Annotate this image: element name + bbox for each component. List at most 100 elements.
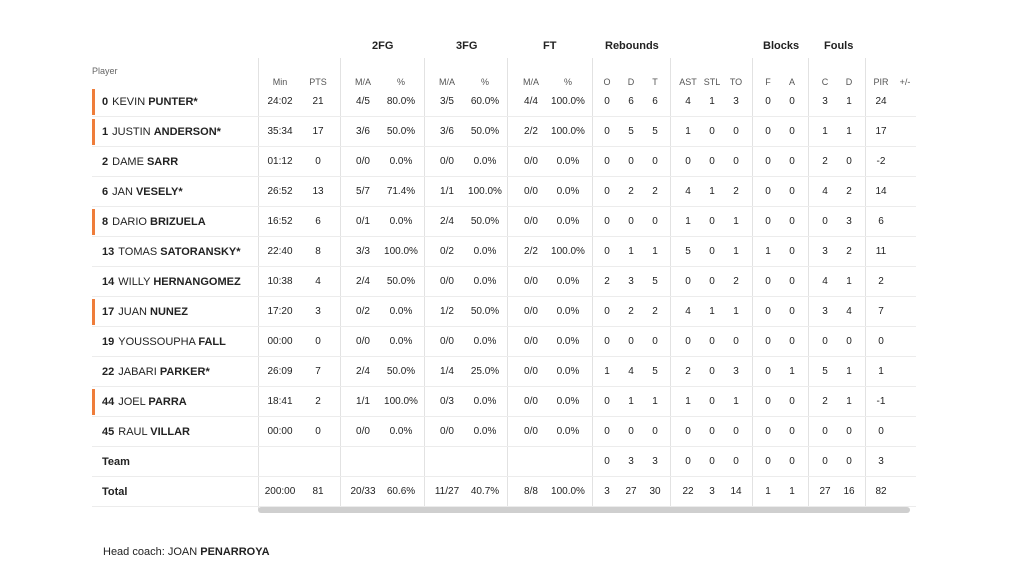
- stat-pm: [881, 357, 929, 387]
- stat-ba: 0: [789, 396, 795, 407]
- stat-ast: 0: [685, 336, 691, 347]
- divider: [424, 58, 425, 510]
- total-stat-pir: 82: [875, 486, 887, 497]
- stat-min: 00:00: [267, 336, 293, 347]
- player-name[interactable]: 1 JUSTIN ANDERSON*: [102, 117, 221, 147]
- stat-stl: 1: [709, 306, 715, 317]
- stat-ftp: 100.0%: [551, 96, 585, 107]
- table-row[interactable]: 44 JOEL PARRA 18:41 2 1/1 100.0% 0/3 0.0% 0/0 0.0…: [92, 387, 916, 417]
- stat-d: 3: [628, 276, 634, 287]
- stat-d: 0: [628, 216, 634, 227]
- stat-pts: 7: [315, 366, 321, 377]
- player-name[interactable]: 19 YOUSSOUPHA FALL: [102, 327, 226, 357]
- table-row[interactable]: 14 WILLY HERNANGOMEZ 10:38 4 2/4 50.0% 0/0 0.0%…: [92, 267, 916, 297]
- table-row[interactable]: 6 JAN VESELY* 26:52 13 5/7 71.4% 1/1 100.0% 0/0 0…: [92, 177, 916, 207]
- table-row[interactable]: 0 KEVIN PUNTER* 24:02 21 4/5 80.0% 3/5 60.0% 4/4…: [92, 87, 916, 117]
- head-coach: Head coach: JOAN PENARROYA: [103, 546, 270, 558]
- stat-ast: 4: [685, 186, 691, 197]
- stat-pir: 6: [878, 216, 884, 227]
- stat-fg2: 0/1: [356, 216, 370, 227]
- stat-d: 1: [628, 396, 634, 407]
- stat-fg3: 0/0: [440, 426, 454, 437]
- table-row[interactable]: 8 DARIO BRIZUELA 16:52 6 0/1 0.0% 2/4 50.0% 0/0 0…: [92, 207, 916, 237]
- stat-ba: 0: [789, 426, 795, 437]
- player-number: 8: [102, 216, 109, 228]
- stat-fg2p: 0.0%: [389, 336, 413, 347]
- stat-pm: [881, 117, 929, 147]
- stat-fg2p: 50.0%: [386, 276, 416, 287]
- stat-fg2p: 0.0%: [389, 156, 413, 167]
- stat-fg3: 0/2: [440, 246, 454, 257]
- player-column-header: Player: [92, 66, 118, 76]
- stat-ba: 0: [789, 96, 795, 107]
- player-number: 44: [102, 396, 115, 408]
- starter-indicator: [92, 389, 95, 415]
- stat-fg2p: 0.0%: [389, 306, 413, 317]
- stat-to: 3: [733, 366, 739, 377]
- player-name[interactable]: 2 DAME SARR: [102, 147, 178, 177]
- table-row[interactable]: 45 RAUL VILLAR 00:00 0 0/0 0.0% 0/0 0.0% 0/0 0.0%…: [92, 417, 916, 447]
- stat-ast: 0: [685, 156, 691, 167]
- player-name[interactable]: 14 WILLY HERNANGOMEZ: [102, 267, 241, 297]
- stat-fg3: 1/4: [440, 366, 454, 377]
- team-stat-fd: 0: [846, 456, 852, 467]
- stat-fg2p: 50.0%: [386, 126, 416, 137]
- table-row[interactable]: 19 YOUSSOUPHA FALL 00:00 0 0/0 0.0% 0/0 0.0% 0/0…: [92, 327, 916, 357]
- stat-to: 0: [733, 156, 739, 167]
- stat-min: 35:34: [267, 126, 293, 137]
- table-row[interactable]: 2 DAME SARR 01:12 0 0/0 0.0% 0/0 0.0% 0/0 0.0% 0 0 0…: [92, 147, 916, 177]
- stat-stl: 0: [709, 156, 715, 167]
- total-stat-ast: 22: [682, 486, 694, 497]
- player-first-name: KEVIN: [112, 96, 146, 108]
- total-stat-o: 3: [604, 486, 610, 497]
- stat-ast: 1: [685, 126, 691, 137]
- table-row[interactable]: 13 TOMAS SATORANSKY* 22:40 8 3/3 100.0% 0/2 0.0…: [92, 237, 916, 267]
- team-stat-fc: 0: [822, 456, 828, 467]
- stat-fc: 4: [822, 186, 828, 197]
- divider: [340, 58, 341, 510]
- starter-indicator: [92, 299, 95, 325]
- stat-fg3: 0/0: [440, 156, 454, 167]
- stat-ba: 0: [789, 276, 795, 287]
- stat-ba: 0: [789, 246, 795, 257]
- stat-fc: 2: [822, 396, 828, 407]
- table-row[interactable]: 17 JUAN NUNEZ 17:20 3 0/2 0.0% 1/2 50.0% 0/0 0.0%…: [92, 297, 916, 327]
- player-name[interactable]: 0 KEVIN PUNTER*: [102, 87, 198, 117]
- player-name[interactable]: 45 RAUL VILLAR: [102, 417, 190, 447]
- stat-ast: 4: [685, 96, 691, 107]
- player-name[interactable]: 13 TOMAS SATORANSKY*: [102, 237, 241, 267]
- stat-ba: 1: [789, 366, 795, 377]
- starter-indicator: [92, 89, 95, 115]
- stat-ft: 0/0: [524, 216, 538, 227]
- stat-min: 18:41: [267, 396, 293, 407]
- stat-fg3p: 0.0%: [473, 246, 497, 257]
- stat-stl: 0: [709, 276, 715, 287]
- stat-d: 2: [628, 186, 634, 197]
- stat-stl: 0: [709, 246, 715, 257]
- subheader-t: T: [652, 77, 658, 87]
- stat-stl: 0: [709, 366, 715, 377]
- player-name[interactable]: 6 JAN VESELY*: [102, 177, 183, 207]
- stat-ftp: 0.0%: [556, 306, 580, 317]
- horizontal-scrollbar[interactable]: [258, 507, 910, 513]
- subheader-fc: C: [821, 77, 829, 87]
- table-row[interactable]: 22 JABARI PARKER* 26:09 7 2/4 50.0% 1/4 25.0% 0/…: [92, 357, 916, 387]
- stat-d: 0: [628, 336, 634, 347]
- table-row[interactable]: 1 JUSTIN ANDERSON* 35:34 17 3/6 50.0% 3/6 50.0%…: [92, 117, 916, 147]
- player-last-name: BRIZUELA: [150, 216, 206, 228]
- stat-t: 2: [652, 306, 658, 317]
- subheader-fg2-ma: M/A: [354, 77, 371, 87]
- total-stat-fg2: 20/33: [350, 486, 376, 497]
- stat-fg3: 3/6: [440, 126, 454, 137]
- player-name[interactable]: 44 JOEL PARRA: [102, 387, 187, 417]
- stat-ba: 0: [789, 306, 795, 317]
- player-name[interactable]: 8 DARIO BRIZUELA: [102, 207, 206, 237]
- player-name[interactable]: 17 JUAN NUNEZ: [102, 297, 188, 327]
- player-last-name: ANDERSON*: [153, 126, 221, 138]
- player-number: 6: [102, 186, 109, 198]
- stat-fd: 0: [846, 336, 852, 347]
- stat-fg3: 0/3: [440, 396, 454, 407]
- player-name[interactable]: 22 JABARI PARKER*: [102, 357, 210, 387]
- stat-o: 0: [604, 216, 610, 227]
